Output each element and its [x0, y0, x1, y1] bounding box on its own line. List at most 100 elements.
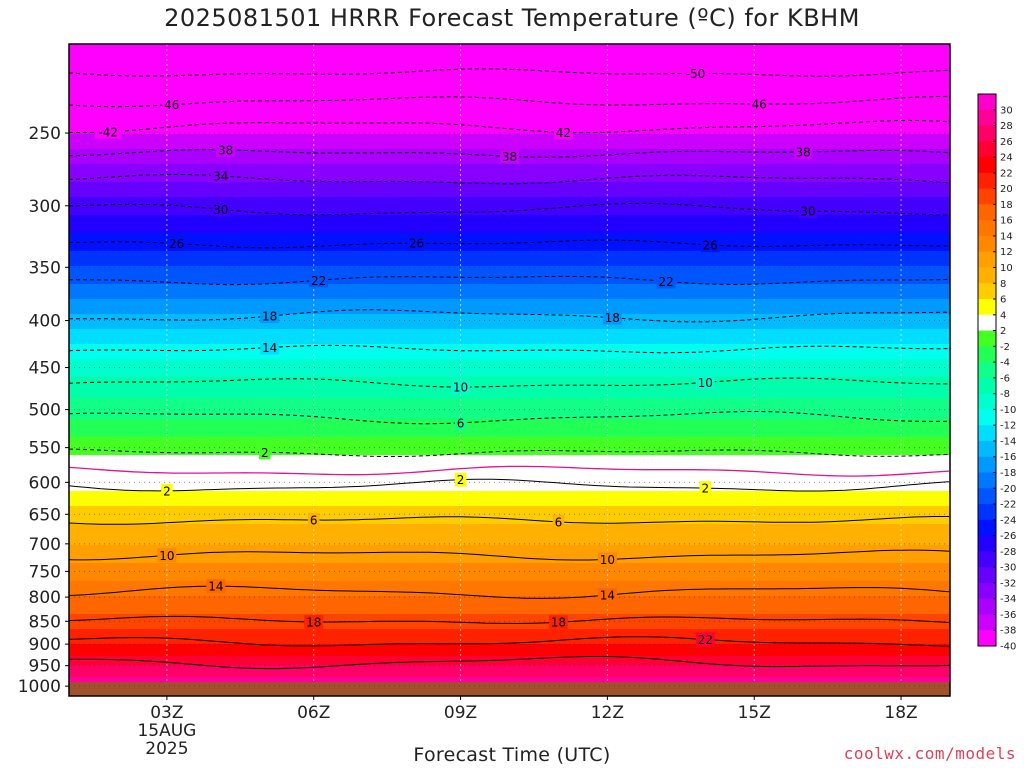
- credit-link[interactable]: coolwx.com/models: [843, 744, 1016, 763]
- colorbar-swatch: [978, 299, 996, 316]
- x-tick-label: 12Z: [591, 703, 624, 723]
- temperature-band: [69, 62, 950, 66]
- colorbar-swatch: [978, 456, 996, 474]
- temperature-band: [69, 236, 950, 240]
- temperature-band: [69, 89, 950, 93]
- contour-label: 38: [218, 143, 233, 157]
- contour-label-bg: [552, 514, 565, 529]
- contour-label-bg: [656, 274, 676, 289]
- contour-label-bg: [211, 168, 231, 183]
- y-tick-label: 650: [29, 505, 61, 525]
- y-tick-label: 250: [29, 124, 61, 144]
- contour-label-bg: [309, 273, 329, 288]
- temperature-band: [69, 464, 950, 468]
- temperature-band: [69, 188, 950, 192]
- temperature-band: [69, 416, 950, 420]
- temperature-band: [69, 329, 950, 333]
- temperature-band: [69, 233, 950, 237]
- temperature-band: [69, 296, 950, 300]
- colorbar-tick-label: 10: [1000, 263, 1013, 274]
- colorbar-swatch: [978, 440, 996, 458]
- contour-line: [69, 549, 950, 561]
- y-tick-label: 900: [29, 635, 61, 655]
- colorbar-frame: [977, 93, 997, 647]
- temperature-band: [69, 512, 950, 516]
- contour-label: 18: [551, 616, 566, 630]
- temperature-band: [69, 377, 950, 381]
- temperature-band: [69, 452, 950, 456]
- contour-label: 30: [213, 203, 228, 217]
- contour-label: 6: [310, 514, 318, 528]
- temperature-band: [69, 404, 950, 408]
- temperature-band: [69, 461, 950, 465]
- temperature-band: [69, 557, 950, 561]
- temperature-band: [69, 551, 950, 555]
- contour-label: 38: [502, 150, 517, 164]
- temperature-band: [69, 80, 950, 84]
- temperature-band: [69, 272, 950, 276]
- contour-label: -42: [98, 125, 118, 139]
- contour-label-bg: [307, 513, 320, 528]
- contour-label: 42: [556, 126, 571, 140]
- temperature-band: [69, 74, 950, 78]
- x-tick-label: 06Z: [297, 703, 330, 723]
- colorbar-swatch: [978, 630, 996, 647]
- contour-label: 10: [600, 553, 615, 567]
- temperature-band: [69, 536, 950, 540]
- colorbar-tick-label: -18: [1000, 468, 1016, 479]
- temperature-band: [69, 86, 950, 90]
- temperature-band: [69, 170, 950, 174]
- temperature-band: [69, 458, 950, 462]
- contour-label: 22: [658, 275, 673, 289]
- temperature-band: [69, 71, 950, 75]
- temperature-band: [69, 413, 950, 417]
- colorbar-tick-label: -12: [1000, 421, 1016, 432]
- contour-label: 2: [261, 446, 269, 460]
- colorbar-swatch: [978, 551, 996, 568]
- temperature-band: [69, 338, 950, 342]
- contour-label: 14: [208, 580, 223, 594]
- temperature-band: [69, 662, 950, 666]
- contour-label: 18: [306, 615, 321, 629]
- temperature-band: [69, 326, 950, 330]
- y-tick-label: 750: [29, 562, 61, 582]
- temperature-band: [69, 659, 950, 663]
- x-tick-label: 09Z: [444, 703, 477, 723]
- temperature-band: [69, 611, 950, 615]
- y-axis-ticks: 250 300 350 400 450 500 550 600 650 700 750 800 850 9…: [18, 124, 69, 697]
- temperature-band: [69, 167, 950, 171]
- contour-label-bg: [260, 309, 280, 324]
- colorbar-tick-label: 30: [1000, 105, 1013, 116]
- temperature-band: [69, 278, 950, 282]
- colorbar-tick-label: 22: [1000, 168, 1013, 179]
- temperature-band: [69, 275, 950, 279]
- temperature-band: [69, 584, 950, 588]
- colorbar-swatch: [978, 409, 996, 426]
- temperature-band: [69, 395, 950, 399]
- temperature-band: [69, 650, 950, 654]
- temperature-band: [69, 371, 950, 375]
- temperature-band: [69, 626, 950, 630]
- contour-label: 26: [703, 239, 718, 253]
- contour-label: 22: [311, 274, 326, 288]
- temperature-band: [69, 407, 950, 411]
- temperature-band: [69, 425, 950, 429]
- contour-label-bg: [94, 124, 122, 139]
- temperature-band: [69, 164, 950, 168]
- temperature-band: [69, 173, 950, 177]
- temperature-band: [69, 314, 950, 318]
- temperature-band: [69, 137, 950, 141]
- y-tick-label: 850: [29, 612, 61, 632]
- temperature-band: [69, 392, 950, 396]
- colorbar-swatch: [978, 251, 996, 268]
- colorbar-swatch: [978, 567, 996, 584]
- contour-label-bg: [162, 97, 182, 112]
- colorbar-swatch: [978, 425, 996, 442]
- colorbar-tick-label: -32: [1000, 578, 1016, 589]
- temperature-band: [69, 527, 950, 531]
- temperature-band: [69, 419, 950, 423]
- temperature-band: [69, 56, 950, 60]
- colorbar-tick-label: 28: [1000, 121, 1013, 132]
- temperature-band: [69, 506, 950, 510]
